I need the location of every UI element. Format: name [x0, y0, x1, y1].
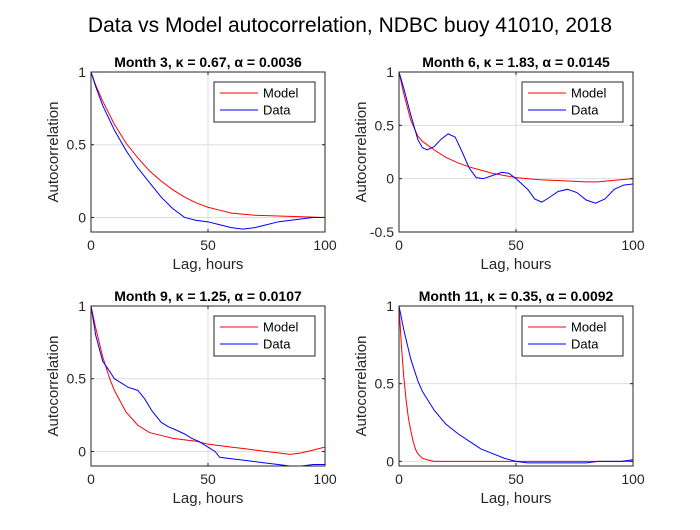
legend-box: [213, 315, 316, 357]
x-tick-label: 100: [313, 237, 337, 253]
subplot-title: Month 3, κ = 0.67, α = 0.0036: [114, 54, 302, 70]
y-axis-label: Autocorrelation: [353, 102, 370, 203]
x-tick-label: 100: [621, 237, 645, 253]
legend-box: [213, 81, 316, 123]
y-axis-label: Autocorrelation: [45, 336, 62, 437]
x-tick-label: 50: [508, 471, 524, 487]
legend: Model Data: [521, 81, 624, 123]
legend-label-data: Data: [263, 337, 291, 352]
y-axis-label: Autocorrelation: [45, 102, 62, 203]
x-tick-label: 50: [200, 237, 216, 253]
legend-box: [521, 315, 624, 357]
series-line-data: [399, 306, 633, 464]
y-tick-label: 1: [386, 298, 394, 314]
legend-label-data: Data: [571, 337, 599, 352]
y-tick-label: 0: [386, 453, 394, 469]
x-tick-label: 0: [395, 237, 403, 253]
y-tick-label: 0: [78, 209, 86, 225]
y-tick-label: 0.5: [67, 371, 87, 387]
y-tick-label: 0.5: [67, 137, 87, 153]
legend-label-model: Model: [571, 320, 607, 335]
subplot-title: Month 9, κ = 1.25, α = 0.0107: [114, 288, 302, 304]
legend: Model Data: [213, 81, 316, 123]
series-line-model: [91, 72, 325, 218]
series-line-model: [399, 306, 633, 462]
y-tick-label: -0.5: [370, 224, 394, 240]
subplot-4: 0 50 100 0 0.5 1 Month 11, κ = 0.35, α = 0.009…: [353, 288, 645, 507]
legend-label-data: Data: [571, 103, 599, 118]
x-tick-label: 0: [395, 471, 403, 487]
x-axis-label: Lag, hours: [481, 256, 552, 273]
y-tick-label: 1: [78, 298, 86, 314]
legend-box: [521, 81, 624, 123]
legend-label-model: Model: [263, 86, 299, 101]
series-line-model: [91, 306, 325, 455]
y-axis-label: Autocorrelation: [353, 336, 370, 437]
subplot-title: Month 11, κ = 0.35, α = 0.0092: [419, 288, 614, 304]
series-line-data: [91, 306, 325, 466]
legend-label-data: Data: [263, 103, 291, 118]
series-line-data: [399, 72, 633, 204]
figure-title: Data vs Model autocorrelation, NDBC buoy…: [88, 14, 612, 37]
legend: Model Data: [213, 315, 316, 357]
y-tick-label: 0: [78, 443, 86, 459]
subplot-3: 0 50 100 0 0.5 1 Month 9, κ = 1.25, α = 0.0107…: [45, 288, 337, 507]
x-tick-label: 100: [313, 471, 337, 487]
subplot-1: 0 50 100 0 0.5 1 Month 3, κ = 0.67, α = 0.0036…: [45, 54, 337, 273]
x-axis-label: Lag, hours: [173, 490, 244, 507]
x-axis-label: Lag, hours: [173, 256, 244, 273]
x-axis-label: Lag, hours: [481, 490, 552, 507]
subplot-title: Month 6, κ = 1.83, α = 0.0145: [422, 54, 610, 70]
x-tick-label: 50: [508, 237, 524, 253]
y-tick-label: 0.5: [375, 376, 395, 392]
x-tick-label: 100: [621, 471, 645, 487]
y-tick-label: 1: [386, 64, 394, 80]
legend-label-model: Model: [263, 320, 299, 335]
y-tick-label: 0.5: [375, 117, 395, 133]
series-line-data: [91, 72, 325, 230]
x-tick-label: 50: [200, 471, 216, 487]
y-tick-label: 0: [386, 171, 394, 187]
x-tick-label: 0: [87, 471, 95, 487]
legend-label-model: Model: [571, 86, 607, 101]
y-tick-label: 1: [78, 64, 86, 80]
x-tick-label: 0: [87, 237, 95, 253]
legend: Model Data: [521, 315, 624, 357]
